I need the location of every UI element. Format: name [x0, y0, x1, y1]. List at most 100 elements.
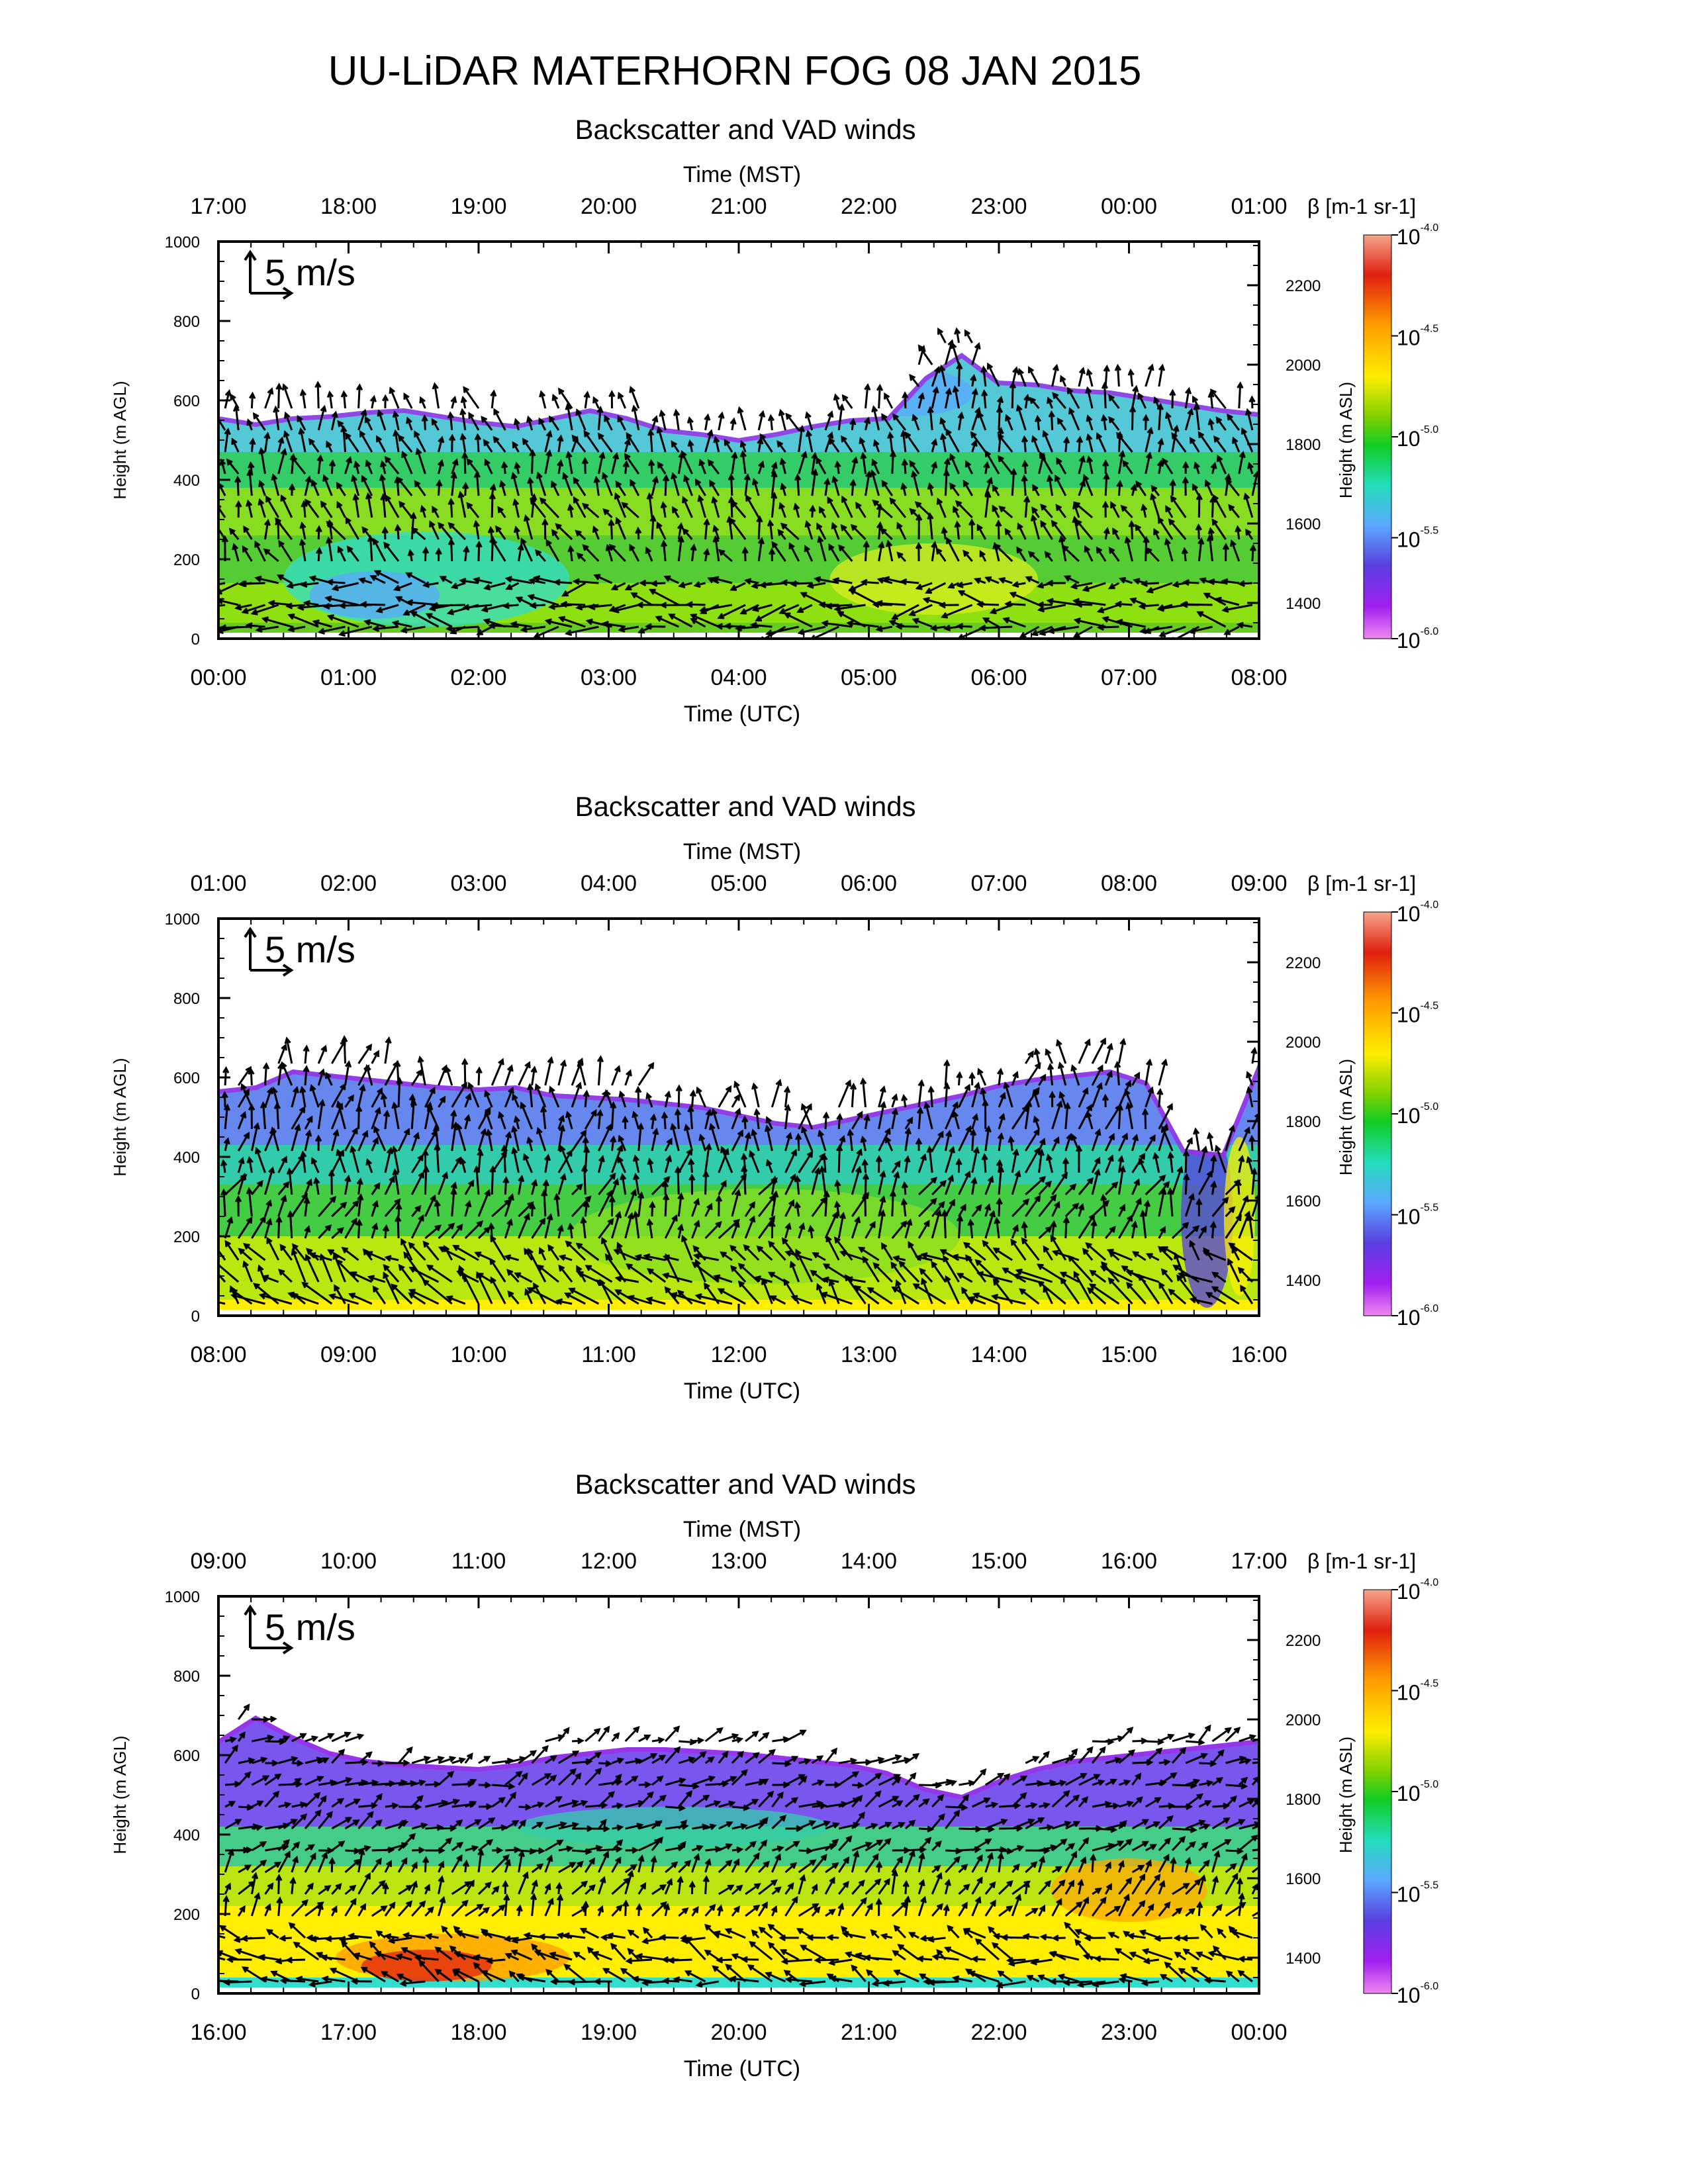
wind-arrowhead [294, 1778, 302, 1784]
colorbar-tick-label: 10-6.0 [1397, 626, 1438, 653]
wind-arrowhead [1223, 629, 1231, 635]
wind-arrowhead [283, 1822, 291, 1829]
wind-arrow [564, 1934, 586, 1939]
wind-arrow [357, 1849, 364, 1873]
wind-arrow [724, 439, 733, 453]
wind-arrowhead [673, 1976, 680, 1983]
wind-arrow [253, 413, 266, 431]
wind-arrowhead [1037, 606, 1045, 613]
wind-arrowhead [682, 527, 689, 535]
wind-arrow [951, 343, 960, 365]
wind-arrow [1101, 1265, 1133, 1283]
wind-arrowhead [297, 604, 305, 611]
wind-arrowhead [265, 1218, 273, 1226]
wind-arrowhead [372, 1200, 379, 1208]
wind-arrowhead [668, 614, 675, 620]
wind-arrow [504, 1088, 514, 1108]
wind-arrow [718, 1821, 732, 1830]
wind-arrow [843, 1933, 866, 1939]
wind-arrowhead [423, 1755, 432, 1762]
wind-arrow [851, 1880, 865, 1895]
wind-arrow [605, 1254, 626, 1283]
wind-arrow [251, 1216, 266, 1239]
wind-arrowhead [643, 1253, 651, 1260]
wind-arrowhead [523, 1153, 530, 1161]
wind-arrow [248, 1189, 253, 1217]
wind-arrowhead [892, 1796, 900, 1802]
wind-arrowhead [751, 1731, 759, 1737]
wind-arrow [1212, 1272, 1227, 1283]
wind-arrowhead [396, 1974, 404, 1980]
wind-arrow [506, 582, 520, 590]
wind-arrowhead [756, 515, 763, 523]
wind-arrow [357, 1044, 372, 1064]
wind-arrow [891, 1191, 894, 1217]
wind-arrow [691, 1854, 700, 1873]
wind-arrowhead [549, 1774, 557, 1782]
wind-arrowhead [487, 525, 495, 533]
wind-arrow [1091, 1130, 1101, 1152]
wind-arrow [612, 582, 626, 590]
wind-arrowhead [277, 436, 285, 444]
wind-arrow [834, 394, 840, 409]
wind-arrowhead [1118, 449, 1126, 458]
wind-arrowhead [481, 416, 488, 423]
wind-arrowhead [682, 496, 688, 504]
wind-arrowhead [1086, 433, 1093, 441]
wind-arrow [557, 436, 562, 453]
wind-arrow [451, 1123, 457, 1152]
wind-arrow [504, 1066, 513, 1086]
wind-arrow [461, 434, 467, 453]
wind-arrowhead [568, 1978, 576, 1985]
wind-arrow [531, 1895, 536, 1917]
wind-arrowhead [369, 1940, 376, 1948]
wind-arrow [264, 388, 273, 409]
wind-arrowhead [931, 438, 938, 446]
wind-arrow [772, 542, 786, 562]
wind-arrowhead [555, 1882, 563, 1889]
wind-arrow [506, 1953, 520, 1961]
wind-arrowhead [857, 1782, 865, 1789]
wind-arrowhead [688, 1173, 696, 1181]
wind-arrowhead [917, 1079, 925, 1087]
utc-tick-label: 15:00 [1101, 1342, 1157, 1367]
wind-arrowhead [496, 1846, 504, 1854]
wind-arrowhead [666, 1137, 673, 1145]
wind-arrowhead [909, 1849, 915, 1857]
wind-arrowhead [1237, 381, 1244, 389]
wind-arrowhead [245, 622, 253, 629]
wind-arrowhead [812, 1903, 820, 1910]
wind-arrowhead [222, 1979, 230, 1986]
wind-arrow [238, 1825, 258, 1830]
wind-arrowhead [693, 1220, 700, 1228]
wind-arrow [1171, 480, 1174, 496]
wind-arrow [425, 1826, 442, 1830]
wind-arrow [477, 1273, 492, 1283]
wind-arrow [519, 1976, 546, 1983]
wind-arrowhead [626, 432, 633, 439]
wind-arrow [237, 1218, 252, 1239]
wind-arrow [731, 453, 736, 475]
wind-arrowhead [274, 1861, 282, 1868]
wind-arrow [410, 514, 415, 540]
wind-arrowhead [530, 1750, 538, 1757]
wind-arrow [234, 406, 240, 431]
wind-arrow [865, 1758, 884, 1764]
wind-arrowhead [435, 547, 442, 555]
wind-arrowhead [256, 1179, 263, 1187]
wind-arrowhead [684, 1860, 692, 1867]
wind-arrow [718, 1086, 731, 1108]
wind-arrow [411, 1756, 430, 1764]
wind-arrowhead [659, 1934, 667, 1941]
wind-arrowhead [1119, 1203, 1126, 1211]
wind-arrow [444, 1246, 453, 1261]
wind-arrowhead [1056, 417, 1064, 425]
wind-arrow [931, 1202, 945, 1217]
wind-arrowhead [573, 477, 580, 484]
wind-arrowhead [279, 1977, 287, 1984]
wind-arrowhead [1056, 457, 1062, 465]
wind-arrowhead [817, 535, 824, 543]
wind-arrowhead [315, 1952, 323, 1958]
wind-arrow [344, 1062, 350, 1086]
wind-arrowhead [917, 344, 925, 351]
